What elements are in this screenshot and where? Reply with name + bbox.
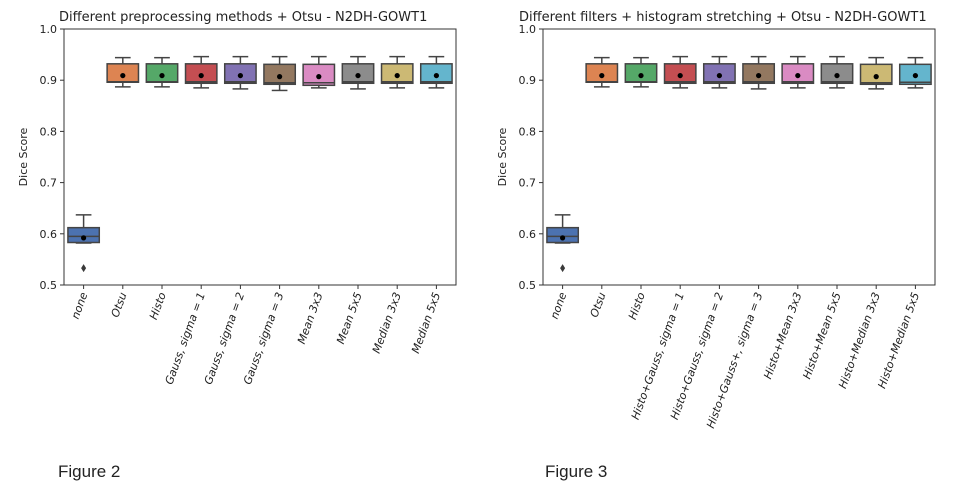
mean-marker xyxy=(599,72,605,79)
box-3 xyxy=(624,56,658,88)
x-tick-label: Gauss, sigma = 1 xyxy=(163,291,208,387)
chart-title: Different filters + histogram stretching… xyxy=(519,10,927,25)
y-tick-label: 0.8 xyxy=(40,125,58,138)
figure-caption-right: Figure 3 xyxy=(545,462,608,481)
box-1 xyxy=(67,214,101,273)
box-7 xyxy=(781,55,815,89)
box-5 xyxy=(223,55,257,90)
x-tick-label: Gauss, sigma = 3 xyxy=(241,291,286,387)
y-axis-label: Dice Score xyxy=(17,127,30,186)
x-tick-label: Histo xyxy=(626,290,648,321)
box-6 xyxy=(263,55,297,92)
chart-panel-2: Different filters + histogram stretching… xyxy=(496,10,936,430)
mean-marker xyxy=(912,72,919,79)
mean-marker xyxy=(756,72,762,79)
y-tick-label: 0.6 xyxy=(40,228,58,241)
y-tick-label: 0.5 xyxy=(519,279,537,292)
box-1 xyxy=(546,214,580,273)
box-6 xyxy=(742,55,776,90)
y-tick-label: 0.9 xyxy=(40,74,58,87)
box-body xyxy=(67,226,101,244)
x-tick-label: none xyxy=(69,290,91,320)
x-tick-label: Mean 3x3 xyxy=(295,291,326,346)
mean-marker xyxy=(81,235,87,241)
y-axis-label: Dice Score xyxy=(496,127,509,186)
x-tick-label: Otsu xyxy=(588,291,609,320)
y-tick-label: 1.0 xyxy=(519,23,537,36)
box-5 xyxy=(702,55,736,89)
chart-panel-1: Different preprocessing methods + Otsu -… xyxy=(17,10,457,387)
box-2 xyxy=(585,56,619,88)
mean-marker xyxy=(638,72,644,79)
mean-marker xyxy=(433,72,439,79)
plot-frame xyxy=(542,28,936,286)
mean-marker xyxy=(677,72,683,79)
mean-marker xyxy=(834,72,840,79)
mean-marker xyxy=(394,72,400,79)
x-tick-label: Histo+Mean 5x5 xyxy=(800,291,843,381)
x-tick-label: Histo+Median 3x3 xyxy=(836,291,883,391)
x-tick-label: Histo xyxy=(147,290,169,321)
x-tick-label: Histo+Median 5x5 xyxy=(875,291,922,391)
x-tick-label: Histo+Mean 3x3 xyxy=(761,291,804,381)
mean-marker xyxy=(560,235,566,241)
chart-title: Different preprocessing methods + Otsu -… xyxy=(59,10,427,25)
x-tick-label: Median 3x3 xyxy=(370,291,404,356)
box-4 xyxy=(663,55,697,89)
y-tick-label: 0.7 xyxy=(40,177,58,190)
box-3 xyxy=(145,56,179,88)
box-8 xyxy=(820,55,854,89)
y-tick-label: 1.0 xyxy=(40,23,58,36)
x-tick-label: Median 5x5 xyxy=(409,291,443,356)
box-body xyxy=(546,226,580,244)
x-tick-label: none xyxy=(548,290,570,320)
outlier-marker xyxy=(81,264,87,273)
x-tick-label: Mean 5x5 xyxy=(334,291,365,346)
mean-marker xyxy=(159,72,165,79)
box-7 xyxy=(302,55,336,89)
mean-marker xyxy=(716,72,723,79)
box-2 xyxy=(106,56,140,88)
mean-marker xyxy=(355,72,361,79)
box-9 xyxy=(380,55,414,89)
figure-caption-left: Figure 2 xyxy=(58,462,121,481)
box-9 xyxy=(859,56,893,90)
y-tick-label: 0.9 xyxy=(519,74,537,87)
mean-marker xyxy=(316,74,322,80)
mean-marker xyxy=(120,72,126,79)
y-tick-label: 0.5 xyxy=(40,279,58,292)
y-tick-label: 0.6 xyxy=(519,228,537,241)
mean-marker xyxy=(237,72,243,79)
mean-marker xyxy=(277,74,283,80)
box-10 xyxy=(419,55,453,89)
mean-marker xyxy=(873,74,879,80)
y-tick-label: 0.8 xyxy=(519,125,537,138)
y-tick-label: 0.7 xyxy=(519,177,537,190)
box-10 xyxy=(898,56,932,89)
outlier-marker xyxy=(560,264,566,273)
x-tick-label: Gauss, sigma = 2 xyxy=(202,291,247,387)
mean-marker xyxy=(198,72,204,79)
plot-frame xyxy=(63,28,457,286)
box-4 xyxy=(184,55,218,89)
box-8 xyxy=(341,55,375,90)
mean-marker xyxy=(795,72,801,79)
x-tick-label: Otsu xyxy=(109,291,130,320)
